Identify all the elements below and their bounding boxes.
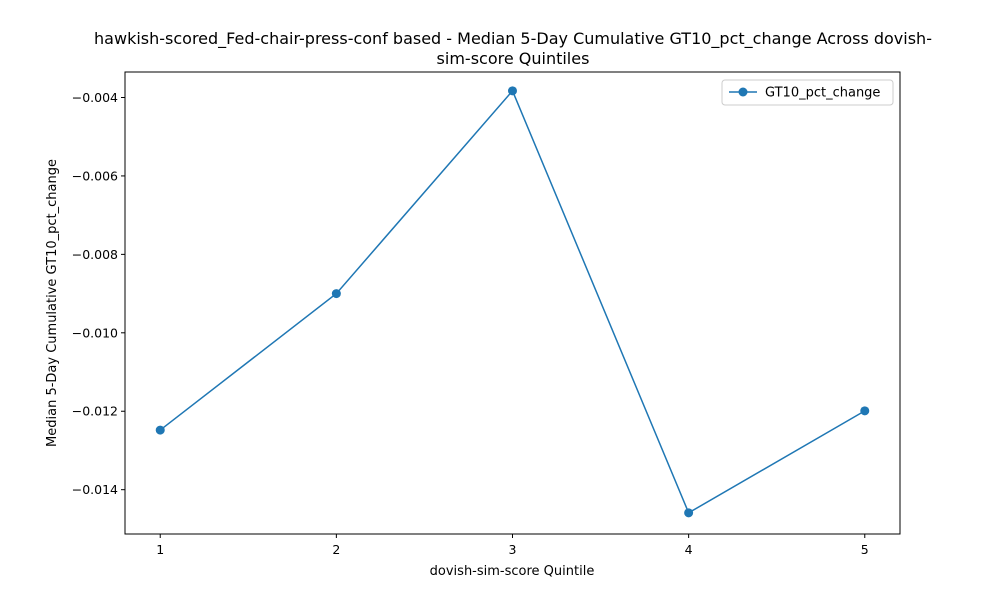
series-layer	[155, 86, 870, 518]
data-point-5	[860, 406, 870, 416]
x-tick-label: 1	[156, 542, 164, 557]
data-point-2	[331, 289, 341, 299]
data-point-4	[684, 508, 694, 518]
legend-box	[721, 79, 894, 106]
y-tick-label: −0.012	[72, 404, 118, 419]
y-tick-label: −0.010	[72, 325, 118, 340]
x-axis-ticks: 1 2 3 4 5	[156, 534, 869, 557]
x-tick-label: 4	[685, 542, 693, 557]
chart-title-line-2: sim-score Quintiles	[437, 49, 590, 68]
x-axis-label: dovish-sim-score Quintile	[430, 564, 595, 579]
y-tick-label: −0.014	[72, 482, 118, 497]
y-tick-label: −0.004	[72, 90, 118, 105]
legend-marker-swatch	[738, 87, 748, 97]
data-point-1	[155, 425, 165, 435]
x-tick-label: 5	[861, 542, 869, 557]
data-point-3	[508, 86, 517, 96]
legend: GT10_pct_change	[721, 79, 894, 106]
x-tick-label: 3	[509, 542, 517, 557]
chart-title-line-1: hawkish-scored_Fed-chair-press-conf base…	[94, 29, 932, 49]
y-tick-label: −0.006	[72, 168, 118, 183]
y-axis-label: Median 5-Day Cumulative GT10_pct_change	[45, 159, 60, 447]
x-tick-label: 2	[332, 542, 340, 557]
legend-label: GT10_pct_change	[765, 86, 880, 101]
y-axis-ticks: −0.004 −0.006 −0.008 −0.010 −0.012 −0.014	[72, 90, 125, 497]
y-tick-label: −0.008	[72, 247, 118, 262]
